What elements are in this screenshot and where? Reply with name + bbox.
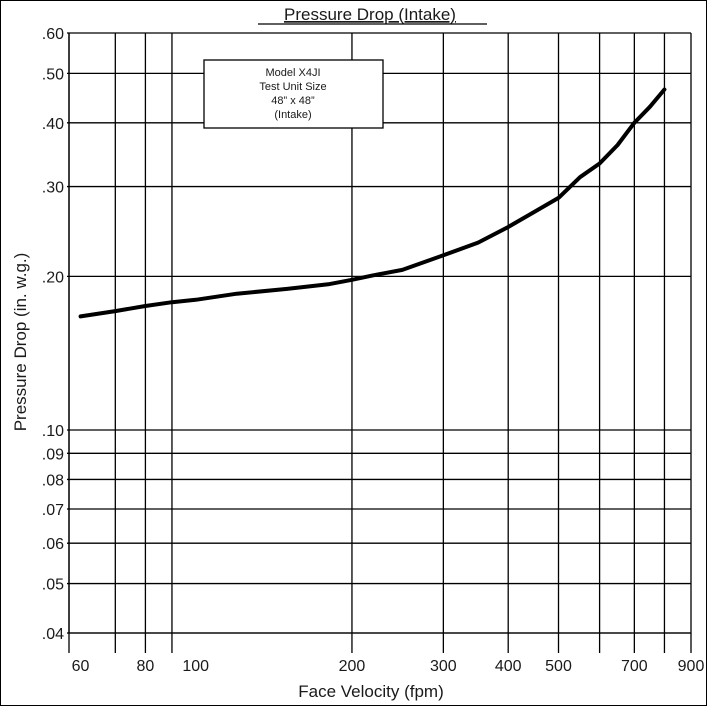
x-tick-label-0: 60 <box>72 658 90 675</box>
y-axis-label: Pressure Drop (in. w.g.) <box>11 253 30 432</box>
x-tick-label-3: 200 <box>339 658 366 675</box>
chart-title: Pressure Drop (Intake) <box>284 5 456 24</box>
x-axis-ticks: 60 80 100 200 300 400 500 700 900 <box>72 658 705 675</box>
series-line-0 <box>78 87 667 319</box>
y-tick-label-4: .20 <box>42 269 64 286</box>
y-tick-label-1: .50 <box>42 66 64 83</box>
annotation-line-4: (Intake) <box>274 109 311 121</box>
x-axis-label: Face Velocity (fpm) <box>298 682 444 701</box>
y-tick-label-8: .07 <box>42 502 64 519</box>
y-tick-label-11: .04 <box>42 626 64 643</box>
x-tick-label-6: 500 <box>545 658 572 675</box>
y-tick-label-0: .60 <box>42 26 64 43</box>
y-tick-label-2: .40 <box>42 116 64 133</box>
x-tick-label-2: 100 <box>182 658 209 675</box>
annotation-line-1: Model X4JI <box>265 67 320 79</box>
y-tick-label-10: .05 <box>42 577 64 594</box>
y-tick-label-6: .09 <box>42 446 64 463</box>
y-axis-ticks: .60 .50 .40 .30 .20 .10 .09 .08 .07 .06 .05 .04 <box>42 26 64 643</box>
y-tick-label-3: .30 <box>42 180 64 197</box>
annotation-box <box>203 59 384 129</box>
x-tick-label-5: 400 <box>495 658 522 675</box>
y-tick-label-9: .06 <box>42 536 64 553</box>
series-group <box>78 87 667 319</box>
x-tick-label-8: 900 <box>678 658 705 675</box>
x-tick-label-1: 80 <box>137 658 155 675</box>
y-tick-label-7: .08 <box>42 472 64 489</box>
x-tick-label-7: 700 <box>621 658 648 675</box>
annotation-line-2: Test Unit Size <box>259 81 326 93</box>
y-tick-label-5: .10 <box>42 423 64 440</box>
x-tick-label-4: 300 <box>430 658 457 675</box>
annotation-line-3: 48” x 48” <box>271 95 315 107</box>
gridlines <box>67 32 692 653</box>
